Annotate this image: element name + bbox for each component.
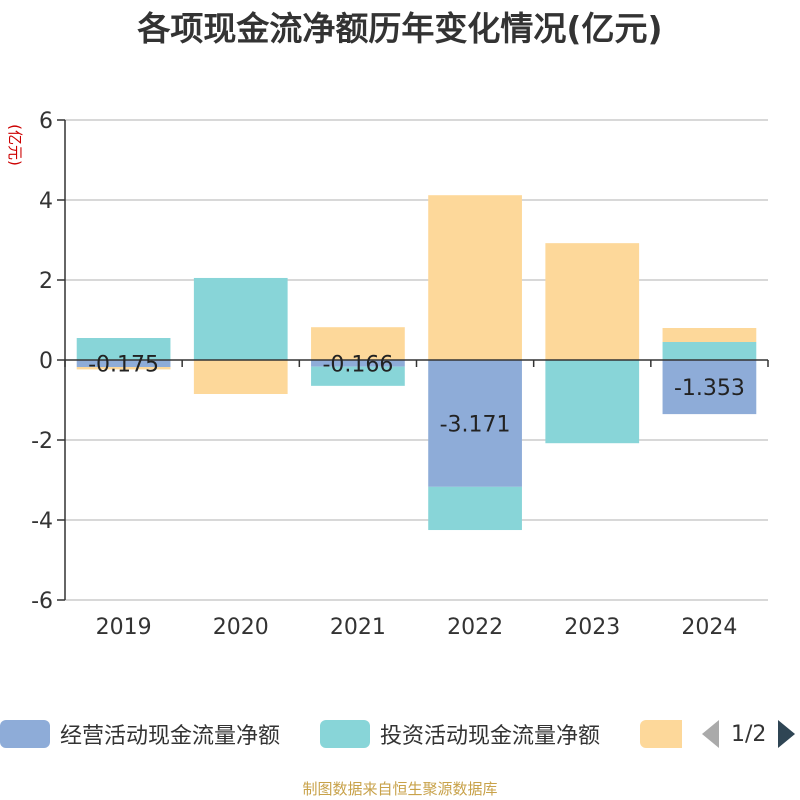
data-label: -3.171 xyxy=(440,412,511,437)
legend-label-investing: 投资活动现金流量净额 xyxy=(380,724,601,749)
legend-label-operating: 经营活动现金流量净额 xyxy=(60,724,281,749)
source-note: 制图数据来自恒生聚源数据库 xyxy=(302,780,498,798)
y-tick-label: 0 xyxy=(39,349,53,374)
bar-operating-2022 xyxy=(428,360,522,487)
y-tick-label: -2 xyxy=(31,429,53,454)
bar-investing-2021 xyxy=(311,366,405,386)
x-tick-label: 2023 xyxy=(564,615,620,640)
legend-swatch-investing xyxy=(320,720,370,748)
bar-operating-2024 xyxy=(662,360,757,415)
y-tick-label: 2 xyxy=(39,269,53,294)
data-label: -1.353 xyxy=(674,376,745,401)
bar-operating-2019 xyxy=(76,360,171,367)
chevron-left-icon[interactable] xyxy=(702,720,719,748)
bar-layer xyxy=(76,195,757,531)
bar-operating-2021 xyxy=(311,360,405,367)
legend-item-investing[interactable]: 投资活动现金流量净额 xyxy=(320,716,600,752)
x-tick-label: 2019 xyxy=(96,615,152,640)
x-tick-label: 2022 xyxy=(447,615,503,640)
x-tick-label: 2024 xyxy=(681,615,737,640)
x-tick-label: 2020 xyxy=(213,615,269,640)
bar-third-series-2023 xyxy=(545,243,640,360)
legend-pager: 1/2 xyxy=(702,716,796,752)
y-tick-label: -6 xyxy=(31,589,53,614)
bar-third-series-2022 xyxy=(428,195,522,360)
bar-investing-2022 xyxy=(428,486,522,531)
legend-item-operating[interactable]: 经营活动现金流量净额 xyxy=(0,716,280,752)
bar-third-series-2020 xyxy=(193,360,288,394)
data-label: -0.175 xyxy=(88,353,159,378)
bar-investing-2023 xyxy=(545,360,640,444)
y-tick-label: 4 xyxy=(39,189,53,214)
legend-page-indicator: 1/2 xyxy=(731,721,767,747)
axis-layer xyxy=(57,119,769,601)
bar-investing-2019 xyxy=(76,338,171,360)
legend-swatch-third-series xyxy=(640,720,682,748)
legend-swatch-operating xyxy=(0,720,50,748)
bar-investing-2020 xyxy=(193,277,288,360)
grid-layer xyxy=(65,119,768,601)
chevron-right-icon[interactable] xyxy=(778,720,796,748)
label-layer: 6 4 2 0 -2 -4 -6 2019 2020 2021 2022 2023 2024 -0.175… xyxy=(6,109,745,640)
bar-investing-2024 xyxy=(662,342,757,360)
bar-third-series-2021 xyxy=(311,327,405,360)
y-tick-label: -4 xyxy=(31,509,53,534)
chart-title: 各项现金流净额历年变化情况(亿元) xyxy=(137,9,663,48)
legend-item-third-series[interactable] xyxy=(640,716,692,752)
x-tick-label: 2021 xyxy=(330,615,386,640)
bar-third-series-2024 xyxy=(662,328,757,342)
bar-third-series-2019 xyxy=(76,367,171,370)
legend: 经营活动现金流量净额 投资活动现金流量净额 1/2 xyxy=(0,716,800,752)
data-label: -0.166 xyxy=(322,352,393,377)
y-tick-label: 6 xyxy=(39,109,53,134)
y-axis-label: (亿元) xyxy=(6,124,24,166)
